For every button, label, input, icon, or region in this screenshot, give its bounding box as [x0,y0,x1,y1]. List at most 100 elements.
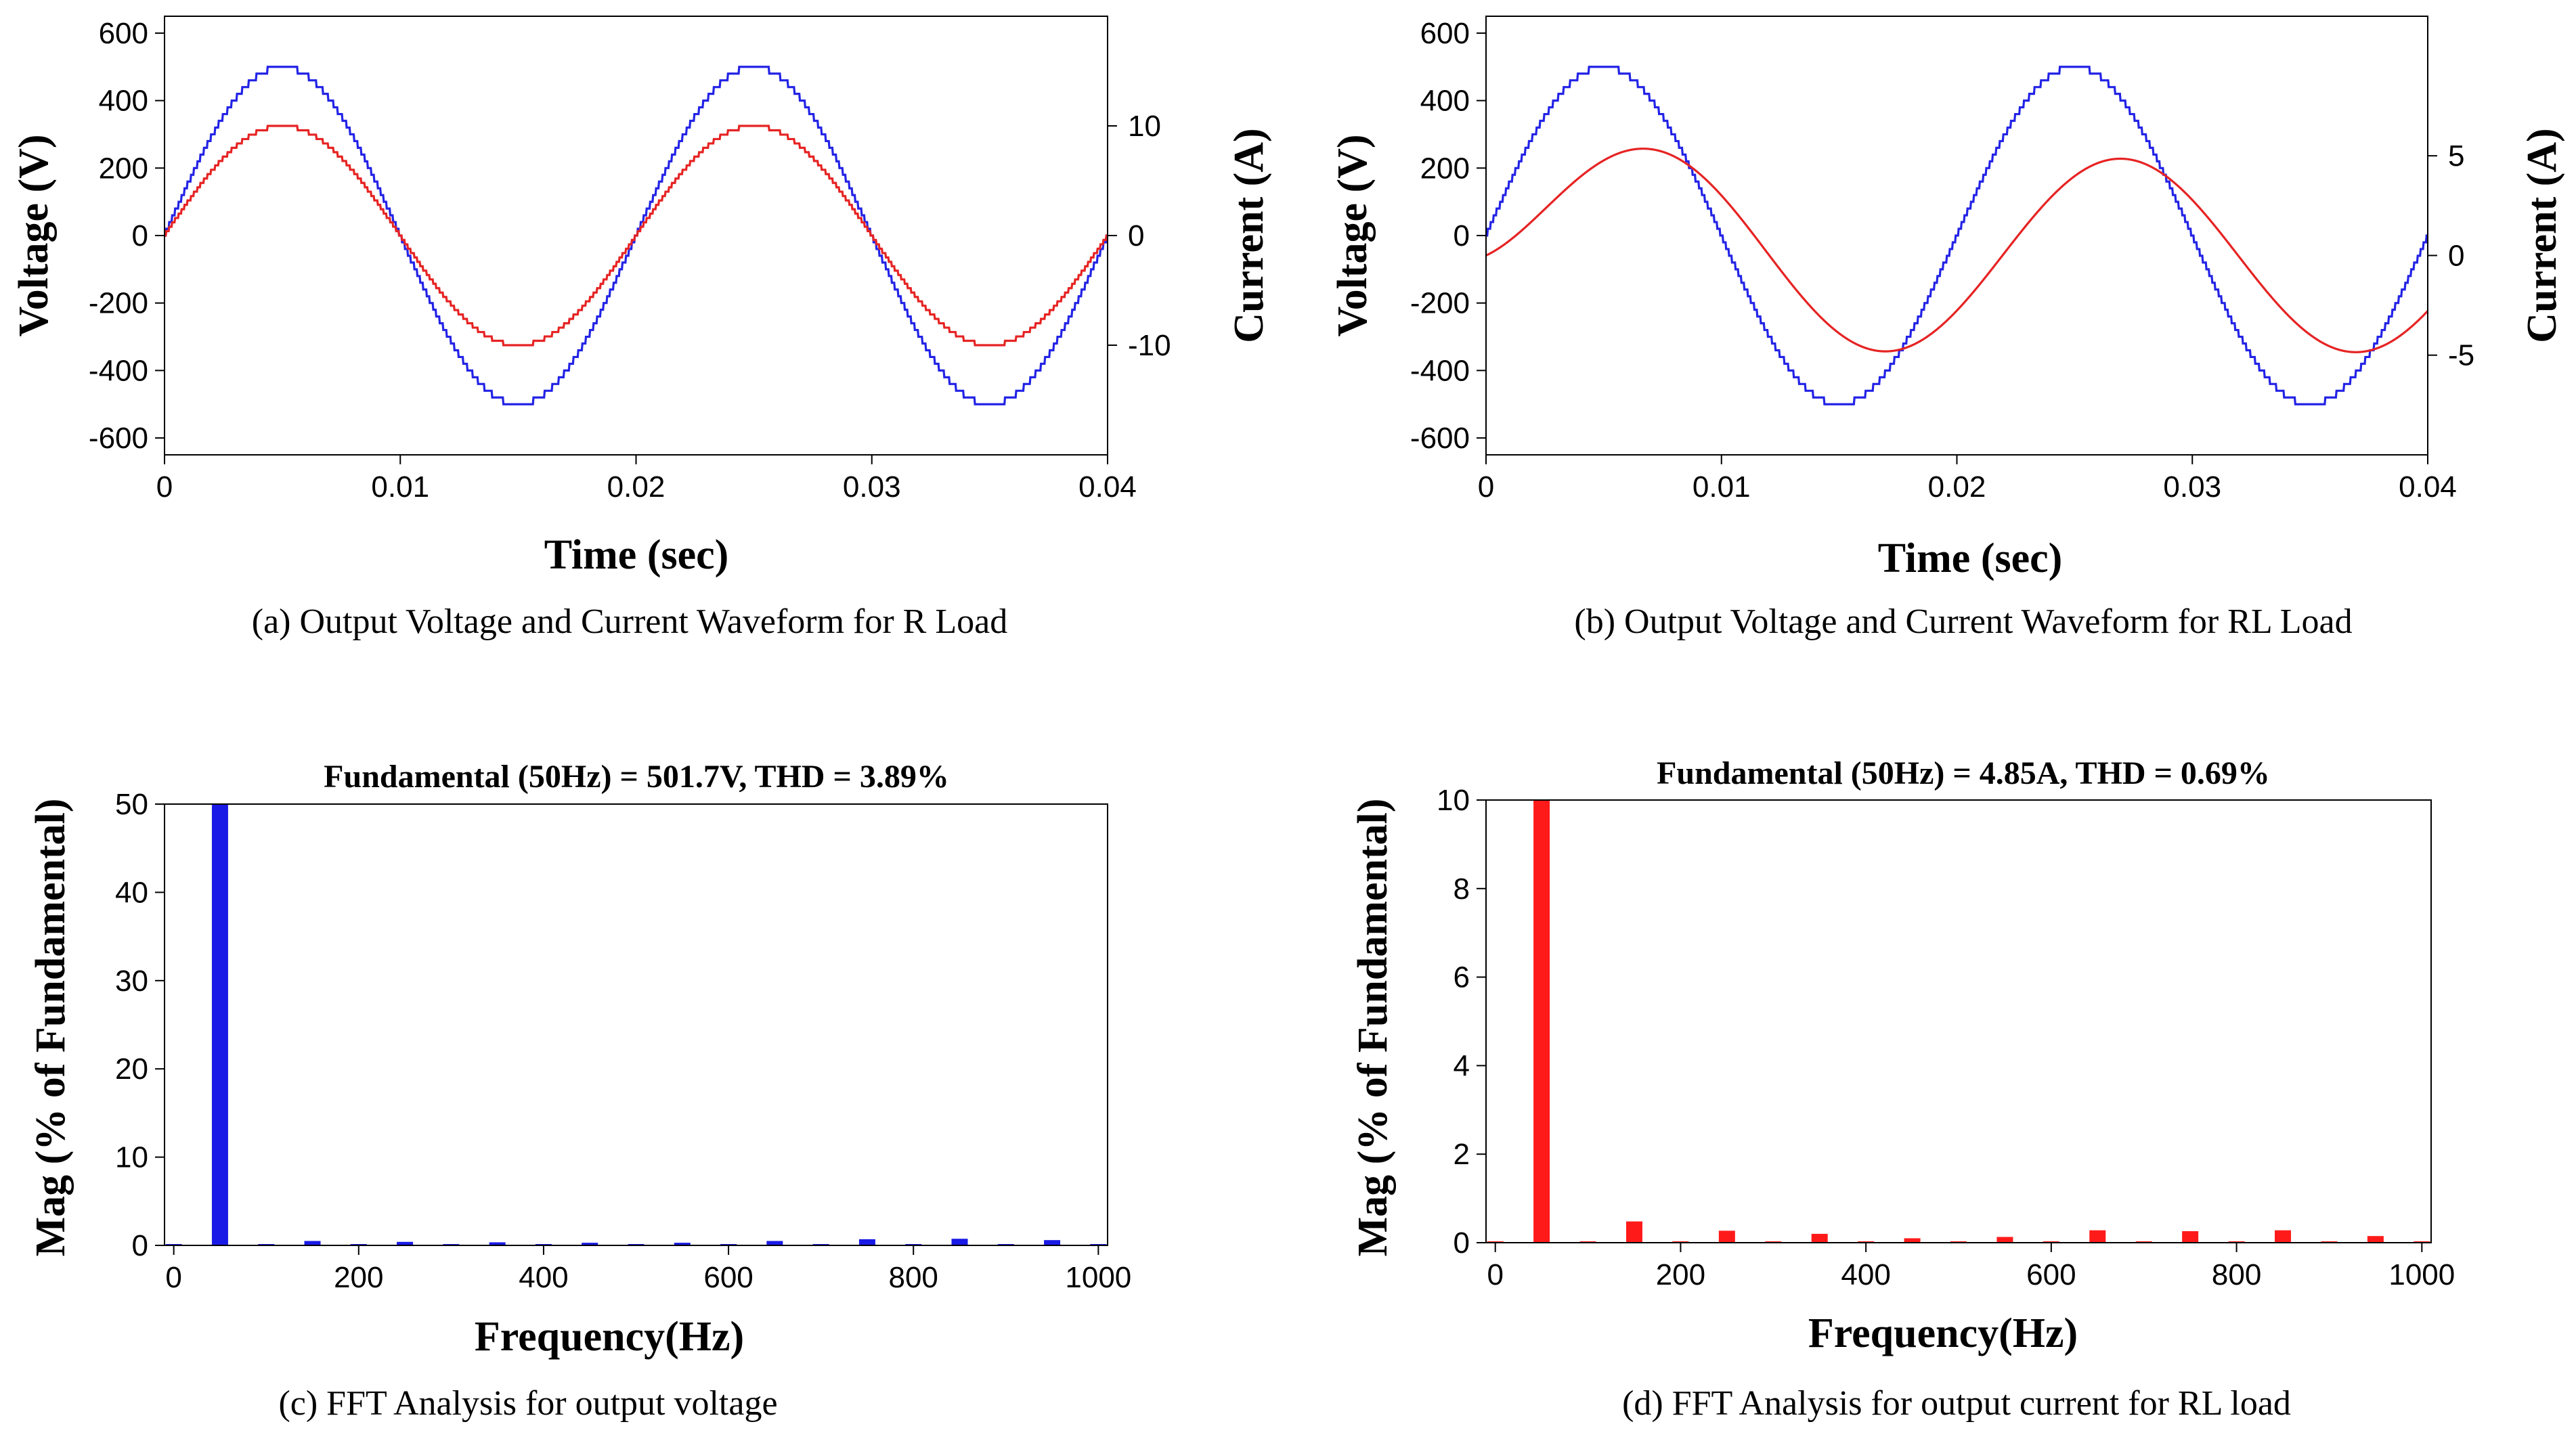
bar-450hz [582,1243,598,1245]
bar-350hz [1811,1233,1828,1243]
x-tick-label: 800 [888,1261,938,1294]
x-tick-label: 0 [165,1261,181,1294]
y-tick-label: 400 [99,85,148,118]
panel-b: 0 0.01 0.02 0.03 0.04 -600 -400 -200 0 200 400 600 -… [1330,16,2565,641]
panel-c-title: Fundamental (50Hz) = 501.7V, THD = 3.89% [324,759,949,795]
panel-d-caption: (d) FFT Analysis for output current for … [1622,1384,2291,1423]
x-tick-label: 600 [2026,1258,2076,1291]
bar-50hz [211,804,228,1245]
y-right-tick-label: 5 [2448,139,2464,173]
x-tick-label: 400 [1841,1258,1890,1291]
x-tick-label: 0.04 [2399,470,2457,504]
panel-c-ylabel: Mag (% of Fundamental) [28,799,74,1257]
panel-d-title: Fundamental (50Hz) = 4.85A, THD = 0.69% [1657,755,2270,791]
panel-a-plot-frame [164,16,1108,456]
x-tick-label: 0 [1487,1258,1503,1291]
panel-a-xlabel: Time (sec) [544,532,729,578]
y-tick-label: 50 [115,788,148,821]
y-tick-label: 600 [99,17,148,50]
panel-c-ticks: 0 200 400 600 800 1000 0 10 20 30 40 50 [115,788,1131,1294]
panel-a-ylabel-right: Current (A) [1226,128,1272,342]
bar-50hz [1533,800,1550,1243]
y-tick-label: 6 [1454,961,1470,994]
x-tick-label: 600 [703,1261,753,1294]
y-tick-label: 10 [115,1141,148,1174]
panel-d: Fundamental (50Hz) = 4.85A, THD = 0.69% … [1350,755,2455,1423]
y-tick-label: 0 [132,219,148,252]
y-tick-label: 30 [115,965,148,998]
panel-d-plot-frame [1485,799,2432,1243]
panel-c-bars [165,804,1107,1245]
panel-b-xlabel: Time (sec) [1878,535,2063,581]
bar-250hz [1718,1231,1735,1243]
x-tick-label: 0 [1478,470,1494,504]
y-tick-label: 0 [132,1229,148,1262]
y-tick-label: 2 [1454,1138,1470,1171]
bar-350hz [489,1242,506,1245]
y-tick-label: 0 [1454,1226,1470,1260]
x-tick-label: 0.03 [843,470,901,504]
panel-a-ticks: 0 0.01 0.02 0.03 0.04 -600 -400 -200 0 200 400 600 -… [89,17,1171,504]
panel-a-ylabel-left: Voltage (V) [11,134,57,336]
bar-150hz [304,1241,321,1245]
x-tick-label: 0 [156,470,173,504]
x-tick-label: 0.03 [2163,470,2221,504]
x-tick-label: 200 [334,1261,383,1294]
panel-a-caption: (a) Output Voltage and Current Waveform … [252,602,1007,641]
x-tick-label: 1000 [1065,1261,1131,1294]
x-tick-label: 0.04 [1078,470,1137,504]
bar-650hz [766,1241,783,1245]
x-tick-label: 0.01 [371,470,429,504]
bar-150hz [1625,1221,1642,1243]
panel-d-xlabel: Frequency(Hz) [1808,1310,2078,1356]
panel-a: 0 0.01 0.02 0.03 0.04 -600 -400 -200 0 200 400 600 -… [11,16,1272,641]
y-tick-label: 400 [1420,85,1470,118]
panel-d-bars [1487,800,2430,1243]
panel-b-ylabel-right: Current (A) [2519,128,2565,342]
bar-750hz [858,1239,875,1245]
y-tick-label: -600 [1410,422,1470,455]
x-tick-label: 1000 [2388,1258,2455,1291]
y-right-tick-label: 0 [1128,219,1144,252]
panel-c-xlabel: Frequency(Hz) [475,1314,744,1360]
output-current-line [165,125,1108,347]
y-tick-label: -400 [89,354,148,387]
y-tick-label: -200 [89,287,148,320]
panel-c-plot-frame [164,803,1108,1246]
panel-b-caption: (b) Output Voltage and Current Waveform … [1574,602,2352,641]
x-tick-label: 800 [2212,1258,2261,1291]
bar-850hz [2275,1230,2292,1243]
y-tick-label: 40 [115,876,148,909]
x-tick-label: 200 [1656,1258,1705,1291]
panel-d-ticks: 0 200 400 600 800 1000 0 2 4 6 8 10 [1437,784,2455,1291]
y-tick-label: 200 [1420,152,1470,185]
y-tick-label: -600 [89,422,148,455]
x-tick-label: 0.01 [1693,470,1751,504]
output-voltage-line [1486,66,2428,405]
panel-d-ylabel: Mag (% of Fundamental) [1350,799,1396,1257]
bar-450hz [1904,1238,1921,1243]
y-right-tick-label: -10 [1128,329,1171,362]
y-tick-label: 0 [1454,219,1470,252]
y-tick-label: 8 [1454,872,1470,906]
y-tick-label: 20 [115,1052,148,1086]
y-right-tick-label: 0 [2448,239,2464,272]
bar-850hz [951,1239,968,1245]
panel-c: Fundamental (50Hz) = 501.7V, THD = 3.89%… [28,759,1131,1423]
panel-c-caption: (c) FFT Analysis for output voltage [278,1384,777,1423]
y-tick-label: 600 [1420,17,1470,50]
panel-b-ylabel-left: Voltage (V) [1330,134,1376,336]
x-tick-label: 0.02 [607,470,665,504]
panel-b-traces [1485,66,2429,405]
bar-750hz [2182,1231,2199,1243]
output-current-line [1485,148,2429,353]
y-tick-label: -200 [1410,287,1470,320]
y-tick-label: -400 [1410,354,1470,387]
bar-550hz [1996,1237,2013,1243]
y-tick-label: 4 [1454,1049,1470,1082]
panel-b-plot-frame [1485,16,2428,456]
bar-250hz [397,1241,414,1245]
x-tick-label: 0.02 [1928,470,1986,504]
bar-950hz [1044,1240,1061,1245]
